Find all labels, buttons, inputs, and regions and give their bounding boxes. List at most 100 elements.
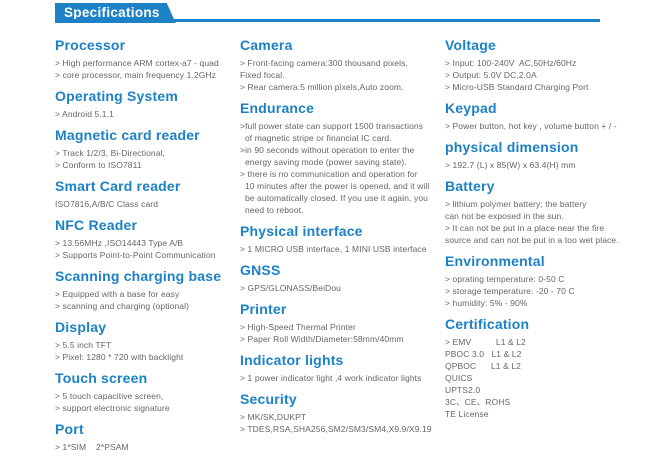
spec-columns: Processor > High performance ARM cortex-a… (55, 37, 650, 452)
spec-section: Physical interface > 1 MICRO USB interfac… (240, 223, 445, 255)
spec-section: Certification > EMV L1 & L2 PBOC 3.0 L1 & … (445, 316, 640, 420)
section-heading: Security (240, 391, 297, 407)
section-heading: Camera (240, 37, 293, 53)
spec-line: > oprating temperature: 0-50 C (445, 274, 565, 284)
spec-line: > High performance ARM cortex-a7 - quad (55, 58, 219, 68)
spec-line: > Pixel: 1280 * 720 with backlight (55, 352, 184, 362)
spec-section: Touch screen > 5 touch capacitive screen,… (55, 370, 240, 414)
spec-column-middle: Camera > Front-facing camera:300 thousand… (240, 37, 445, 442)
spec-line: > EMV L1 & L2 (445, 337, 526, 347)
spec-line: > Track 1/2/3, Bi-Directional, (55, 148, 166, 158)
spec-line: QUICS (445, 373, 473, 383)
spec-line: energy saving mode (power saving state). (240, 157, 407, 167)
spec-line: > 5.5 inch TFT (55, 340, 112, 350)
section-heading: Certification (445, 316, 530, 332)
spec-line: > Conform to ISO7811 (55, 160, 142, 170)
spec-line: > support electronic signature (55, 403, 170, 413)
spec-line: >in 90 seconds without operation to ente… (240, 145, 415, 155)
section-heading: Battery (445, 178, 495, 194)
spec-line: > Power button, hot key , volume button … (445, 121, 617, 131)
spec-line: > Paper Roll Width/Diameter:58mm/40mm (240, 334, 404, 344)
spec-line: > Supports Point-to-Point Communication (55, 250, 216, 260)
spec-line: > 13.56MHz ,ISO14443 Type A/B (55, 238, 184, 248)
spec-line: > TDES,RSA,SHA256,SM2/SM3/SM4,X9.9/X9.19 (240, 424, 432, 434)
spec-section: Operating System > Android 5.1.1 (55, 88, 240, 120)
section-heading: NFC Reader (55, 217, 138, 233)
section-heading: Display (55, 319, 107, 335)
section-heading: Endurance (240, 100, 315, 116)
spec-line: > High-Speed Thermal Printer (240, 322, 356, 332)
spec-line: UPTS2.0 (445, 385, 481, 395)
banner-underline (55, 19, 600, 22)
spec-line: >full power state can support 1500 trans… (240, 121, 424, 131)
spec-section: Voltage > Input: 100-240V AC,50Hz/60Hz > O… (445, 37, 640, 93)
page-title: Specifications (64, 5, 160, 20)
spec-line: > Android 5.1.1 (55, 109, 114, 119)
spec-line: > Input: 100-240V AC,50Hz/60Hz (445, 58, 577, 68)
title-banner: Specifications (55, 3, 176, 23)
spec-line: > 1 power indicator light ,4 work indica… (240, 373, 422, 383)
spec-section: Display > 5.5 inch TFT > Pixel: 1280 * 720… (55, 319, 240, 363)
spec-line: ISO7816,A/B/C Class card (55, 199, 159, 209)
spec-line: > there is no communication and operatio… (240, 169, 418, 179)
spec-section: Indicator lights > 1 power indicator ligh… (240, 352, 445, 384)
spec-column-right: Voltage > Input: 100-240V AC,50Hz/60Hz > O… (445, 37, 640, 427)
spec-line: > humidity: 5% - 90% (445, 298, 528, 308)
spec-column-left: Processor > High performance ARM cortex-a… (55, 37, 240, 460)
spec-line: > 192.7 (L) x 85(W) x 63.4(H) mm (445, 160, 576, 170)
spec-line: PBOC 3.0 L1 & L2 (445, 349, 522, 359)
section-heading: Indicator lights (240, 352, 344, 368)
spec-line: > lithium polymer battery; the battery (445, 199, 587, 209)
spec-section: Security > MK/SK,DUKPT > TDES,RSA,SHA256,S… (240, 391, 445, 435)
spec-line: > GPS/GLONASS/BeiDou (240, 283, 341, 293)
spec-section: NFC Reader > 13.56MHz ,ISO14443 Type A/B >… (55, 217, 240, 261)
spec-section: Endurance >full power state can support 1… (240, 100, 445, 216)
spec-section: GNSS > GPS/GLONASS/BeiDou (240, 262, 445, 294)
spec-line: be automatically closed. If you use it a… (240, 193, 428, 203)
spec-line: > It can not be put in a place near the … (445, 223, 605, 233)
spec-section: Scanning charging base > Equipped with a … (55, 268, 240, 312)
spec-line: can not be exposed in the sun. (445, 211, 564, 221)
section-heading: Physical interface (240, 223, 363, 239)
spec-line: > core processor, main frequency 1.2GHz (55, 70, 216, 80)
section-heading: Printer (240, 301, 287, 317)
section-heading: physical dimension (445, 139, 579, 155)
spec-line: 10 minutes after the power is opened, an… (240, 181, 430, 191)
spec-line: > MK/SK,DUKPT (240, 412, 307, 422)
spec-section: Magnetic card reader > Track 1/2/3, Bi-Di… (55, 127, 240, 171)
spec-line: > Micro-USB Standard Charging Port (445, 82, 589, 92)
spec-line: > 1*SIM 2*PSAM (55, 442, 129, 452)
section-heading: Voltage (445, 37, 496, 53)
spec-line: > Front-facing camera:300 thousand pixel… (240, 58, 408, 68)
spec-line: of magnetic stripe or financial IC card. (240, 133, 392, 143)
spec-line: > scanning and charging (optional) (55, 301, 190, 311)
section-heading: Magnetic card reader (55, 127, 200, 143)
section-heading: Keypad (445, 100, 497, 116)
spec-line: > Equipped with a base for easy (55, 289, 180, 299)
spec-line: QPBOC L1 & L2 (445, 361, 521, 371)
section-heading: Port (55, 421, 84, 437)
spec-line: > 1 MICRO USB interface, 1 MINI USB inte… (240, 244, 427, 254)
section-heading: Environmental (445, 253, 545, 269)
spec-section: Camera > Front-facing camera:300 thousand… (240, 37, 445, 93)
spec-section: Port > 1*SIM 2*PSAM (55, 421, 240, 453)
spec-section: Environmental > oprating temperature: 0-5… (445, 253, 640, 309)
spec-line: Fixed focal. (240, 70, 285, 80)
spec-section: Processor > High performance ARM cortex-a… (55, 37, 240, 81)
section-heading: Processor (55, 37, 126, 53)
section-heading: Scanning charging base (55, 268, 222, 284)
spec-line: need to reboot. (240, 205, 304, 215)
section-heading: Operating System (55, 88, 179, 104)
section-heading: Smart Card reader (55, 178, 181, 194)
spec-line: 3C、CE、ROHS (445, 397, 511, 407)
spec-line: source and can not be put in a too wet p… (445, 235, 619, 245)
section-heading: Touch screen (55, 370, 148, 386)
spec-line: > storage temperature: -20 - 70 C (445, 286, 575, 296)
spec-line: TE License (445, 409, 489, 419)
spec-section: Keypad > Power button, hot key , volume b… (445, 100, 640, 132)
section-heading: GNSS (240, 262, 281, 278)
spec-section: Battery > lithium polymer battery; the ba… (445, 178, 640, 246)
spec-section: Printer > High-Speed Thermal Printer > Pap… (240, 301, 445, 345)
spec-line: > 5 touch capacitive screen, (55, 391, 164, 401)
spec-section: Smart Card reader ISO7816,A/B/C Class car… (55, 178, 240, 210)
